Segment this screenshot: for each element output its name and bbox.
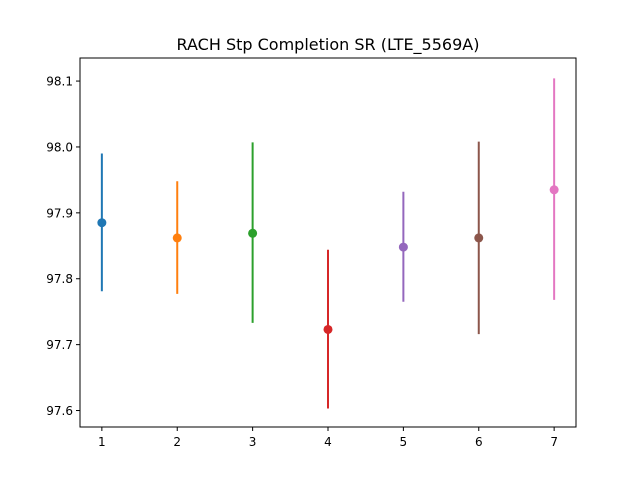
y-tick-label: 97.6 <box>46 404 73 418</box>
x-tick-label: 1 <box>98 435 106 449</box>
y-tick-label: 98.1 <box>46 75 73 89</box>
data-point <box>172 233 182 243</box>
data-point <box>549 185 559 195</box>
plot-area: 1 2 3 4 5 6 7 97.6 97.7 97.8 97.9 98.0 98.1 <box>46 57 577 449</box>
x-tick-label: 5 <box>400 435 408 449</box>
y-tick-label: 97.8 <box>46 272 73 286</box>
y-tick-label: 97.9 <box>46 206 73 220</box>
data-point <box>97 218 107 228</box>
x-tick-label: 4 <box>324 435 332 449</box>
data-point <box>398 242 408 252</box>
data-point <box>474 233 484 243</box>
y-tick-label: 98.0 <box>46 140 73 154</box>
x-tick-label: 7 <box>550 435 558 449</box>
data-point <box>323 324 333 334</box>
x-tick-label: 3 <box>249 435 257 449</box>
x-tick-label: 2 <box>173 435 181 449</box>
x-tick-label: 6 <box>475 435 483 449</box>
y-tick-label: 97.7 <box>46 338 73 352</box>
chart-title: RACH Stp Completion SR (LTE_5569A) <box>177 35 480 55</box>
data-point <box>248 228 258 238</box>
